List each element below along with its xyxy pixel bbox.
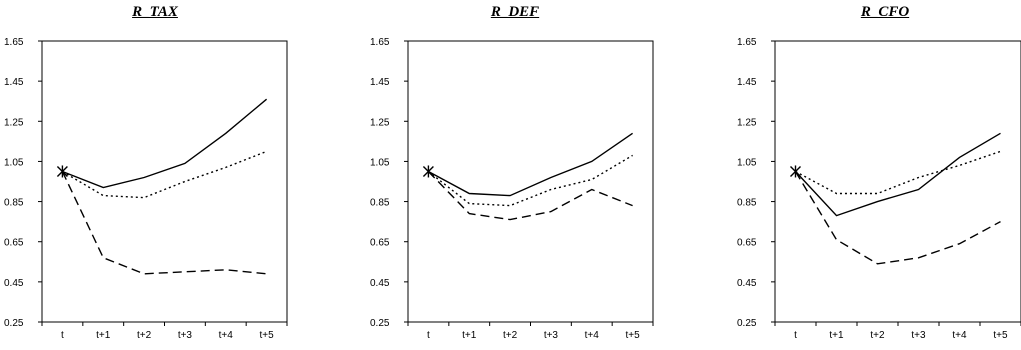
start-point-marker: [790, 165, 801, 178]
series-line-dotted: [795, 150, 1001, 195]
y-tick-label: 1.45: [737, 77, 757, 88]
series-line-solid: [794, 132, 1001, 217]
x-tick-label: t+1: [96, 330, 111, 341]
chart-title-2: R_DEF: [490, 4, 540, 20]
chart-title-1: R_TAX: [132, 4, 178, 20]
start-point-marker: [56, 165, 68, 178]
x-tick-label: t+1: [462, 330, 477, 341]
series-line-solid: [428, 132, 633, 197]
y-tick-label: 0.85: [370, 198, 390, 209]
x-tick-label: t+2: [503, 330, 518, 341]
x-tick-label: t+1: [829, 330, 844, 341]
y-tick-label: 0.45: [4, 278, 24, 289]
series-line-dotted: [62, 150, 267, 199]
start-point-marker: [422, 165, 434, 178]
y-tick-label: 0.65: [4, 238, 24, 249]
x-tick-label: t+3: [544, 330, 559, 341]
y-tick-label: 1.25: [4, 117, 24, 128]
x-tick-label: t+4: [585, 330, 600, 341]
series-line-dashed: [61, 171, 267, 275]
x-tick-label: t+5: [259, 330, 274, 341]
x-tick-label: t: [794, 330, 797, 341]
chart-title-3: R_CFO: [860, 4, 910, 20]
y-tick-label: 1.05: [370, 157, 390, 168]
y-tick-label: 1.65: [737, 37, 757, 48]
x-tick-label: t: [61, 330, 64, 341]
y-tick-label: 1.65: [4, 37, 24, 48]
plot-frame-2: [407, 40, 654, 323]
y-tick-label: 0.45: [370, 278, 390, 289]
y-tick-label: 1.25: [370, 117, 390, 128]
y-tick-label: 1.45: [370, 77, 390, 88]
x-tick-label: t+2: [870, 330, 885, 341]
plot-frame-3: [774, 40, 1021, 323]
x-tick-label: t+4: [219, 330, 234, 341]
y-tick-label: 1.05: [4, 157, 24, 168]
x-tick-label: t+5: [625, 330, 640, 341]
x-tick-label: t+3: [178, 330, 193, 341]
x-tick-label: t+3: [911, 330, 926, 341]
series-line-dashed: [794, 171, 1001, 265]
x-tick-label: t+5: [993, 330, 1008, 341]
series-line-dotted: [427, 154, 633, 207]
y-tick-label: 1.45: [4, 77, 24, 88]
series-line-dashed: [427, 171, 633, 221]
y-tick-label: 1.25: [737, 117, 757, 128]
y-tick-label: 0.25: [370, 318, 390, 329]
plot-frame-1: [41, 40, 288, 323]
x-tick-label: t+4: [952, 330, 967, 341]
y-tick-label: 0.85: [737, 198, 757, 209]
y-tick-label: 0.25: [4, 318, 24, 329]
y-tick-label: 0.25: [737, 318, 757, 329]
y-tick-label: 1.65: [370, 37, 390, 48]
x-tick-label: t: [427, 330, 430, 341]
x-tick-label: t+2: [137, 330, 152, 341]
y-tick-label: 1.05: [737, 157, 757, 168]
y-tick-label: 0.65: [737, 238, 757, 249]
y-tick-label: 0.45: [737, 278, 757, 289]
y-tick-label: 0.85: [4, 198, 24, 209]
y-tick-label: 0.65: [370, 238, 390, 249]
series-line-solid: [62, 98, 268, 189]
